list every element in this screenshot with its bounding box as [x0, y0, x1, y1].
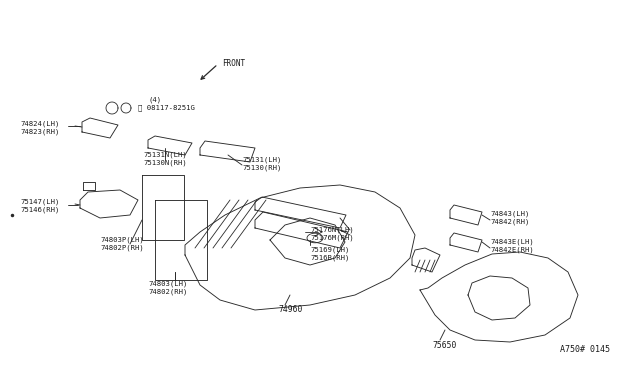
Text: 74803P(LH): 74803P(LH)	[100, 237, 144, 243]
Text: 74803(LH): 74803(LH)	[148, 281, 188, 287]
Text: 74960: 74960	[278, 305, 302, 314]
Text: 74802P(RH): 74802P(RH)	[100, 245, 144, 251]
Text: 75650: 75650	[432, 340, 456, 350]
Text: 74842E(RH): 74842E(RH)	[490, 247, 534, 253]
Text: 75146(RH): 75146(RH)	[20, 207, 60, 213]
Text: A750# 0145: A750# 0145	[560, 345, 610, 354]
Text: 74802(RH): 74802(RH)	[148, 289, 188, 295]
Text: 75131N(LH): 75131N(LH)	[143, 152, 187, 158]
Text: 75169(LH): 75169(LH)	[310, 247, 349, 253]
Text: 75131(LH): 75131(LH)	[242, 157, 282, 163]
Text: 75147(LH): 75147(LH)	[20, 199, 60, 205]
Text: 75130N(RH): 75130N(RH)	[143, 160, 187, 166]
Text: 74824(LH): 74824(LH)	[20, 121, 60, 127]
Text: (4): (4)	[148, 97, 161, 103]
Text: 75176M(RH): 75176M(RH)	[310, 235, 354, 241]
Text: FRONT: FRONT	[222, 60, 245, 68]
Text: 75130(RH): 75130(RH)	[242, 165, 282, 171]
Text: 74843(LH): 74843(LH)	[490, 211, 529, 217]
Text: Ⓑ 08117-8251G: Ⓑ 08117-8251G	[138, 105, 195, 111]
Text: 74842(RH): 74842(RH)	[490, 219, 529, 225]
Text: 74843E(LH): 74843E(LH)	[490, 239, 534, 245]
Text: 75176N(LH): 75176N(LH)	[310, 227, 354, 233]
Text: 74823(RH): 74823(RH)	[20, 129, 60, 135]
Text: 7516B(RH): 7516B(RH)	[310, 255, 349, 261]
